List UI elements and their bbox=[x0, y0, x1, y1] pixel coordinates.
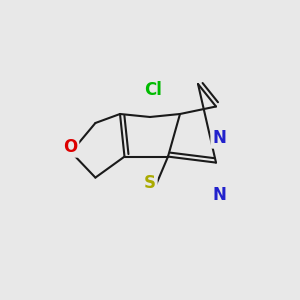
Text: N: N bbox=[212, 186, 226, 204]
Text: Cl: Cl bbox=[144, 81, 162, 99]
Text: O: O bbox=[63, 138, 78, 156]
Text: N: N bbox=[212, 129, 226, 147]
Text: S: S bbox=[144, 174, 156, 192]
